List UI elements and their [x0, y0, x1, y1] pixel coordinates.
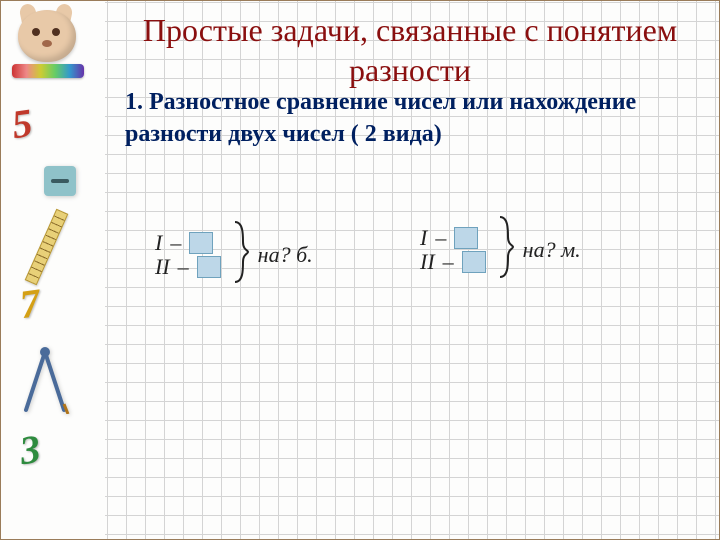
- formula-group-1: I – II – на? б.: [155, 220, 313, 290]
- curly-brace-icon: [232, 220, 250, 290]
- formula-result: на? б.: [258, 242, 313, 268]
- page-subtitle: 1. Разностное сравнение чисел или нахожд…: [125, 86, 685, 151]
- formula-row: I –: [155, 231, 221, 255]
- formula-stack: I – II –: [420, 226, 492, 274]
- doodle-three: 3: [17, 425, 43, 474]
- formula-row: I –: [420, 226, 486, 250]
- result-suffix: м.: [556, 237, 581, 262]
- value-box: [197, 256, 221, 278]
- doodle-minus: [44, 166, 76, 196]
- roman-label: I: [420, 225, 427, 251]
- mascot-doodle: [6, 6, 92, 86]
- roman-label: II: [420, 249, 435, 275]
- doodle-five: 5: [9, 99, 35, 148]
- doodle-compass: [18, 344, 72, 414]
- result-q: ?: [545, 237, 556, 262]
- formula-row: II –: [420, 250, 486, 274]
- value-box: [454, 227, 478, 249]
- result-prefix: на: [258, 242, 280, 267]
- page: 5 7 3 Простые задачи, связанные с поняти…: [0, 0, 720, 540]
- formula-row: II –: [155, 255, 221, 279]
- doodle-seven: 7: [17, 279, 43, 328]
- roman-label: II: [155, 254, 170, 280]
- formula-result: на? м.: [523, 237, 581, 263]
- dash: –: [435, 225, 446, 251]
- result-q: ?: [280, 242, 291, 267]
- formula-stack: I – II –: [155, 231, 227, 279]
- formula-group-2: I – II – на? м.: [420, 215, 581, 285]
- value-box: [462, 251, 486, 273]
- value-box: [189, 232, 213, 254]
- dash: –: [170, 230, 181, 256]
- result-suffix: б.: [291, 242, 313, 267]
- dash: –: [443, 249, 454, 275]
- left-margin: 5 7 3: [0, 0, 105, 540]
- roman-label: I: [155, 230, 162, 256]
- dash: –: [178, 254, 189, 280]
- result-prefix: на: [523, 237, 545, 262]
- doodle-ruler: [25, 209, 69, 286]
- curly-brace-icon: [497, 215, 515, 285]
- page-title: Простые задачи, связанные с понятием раз…: [125, 10, 695, 90]
